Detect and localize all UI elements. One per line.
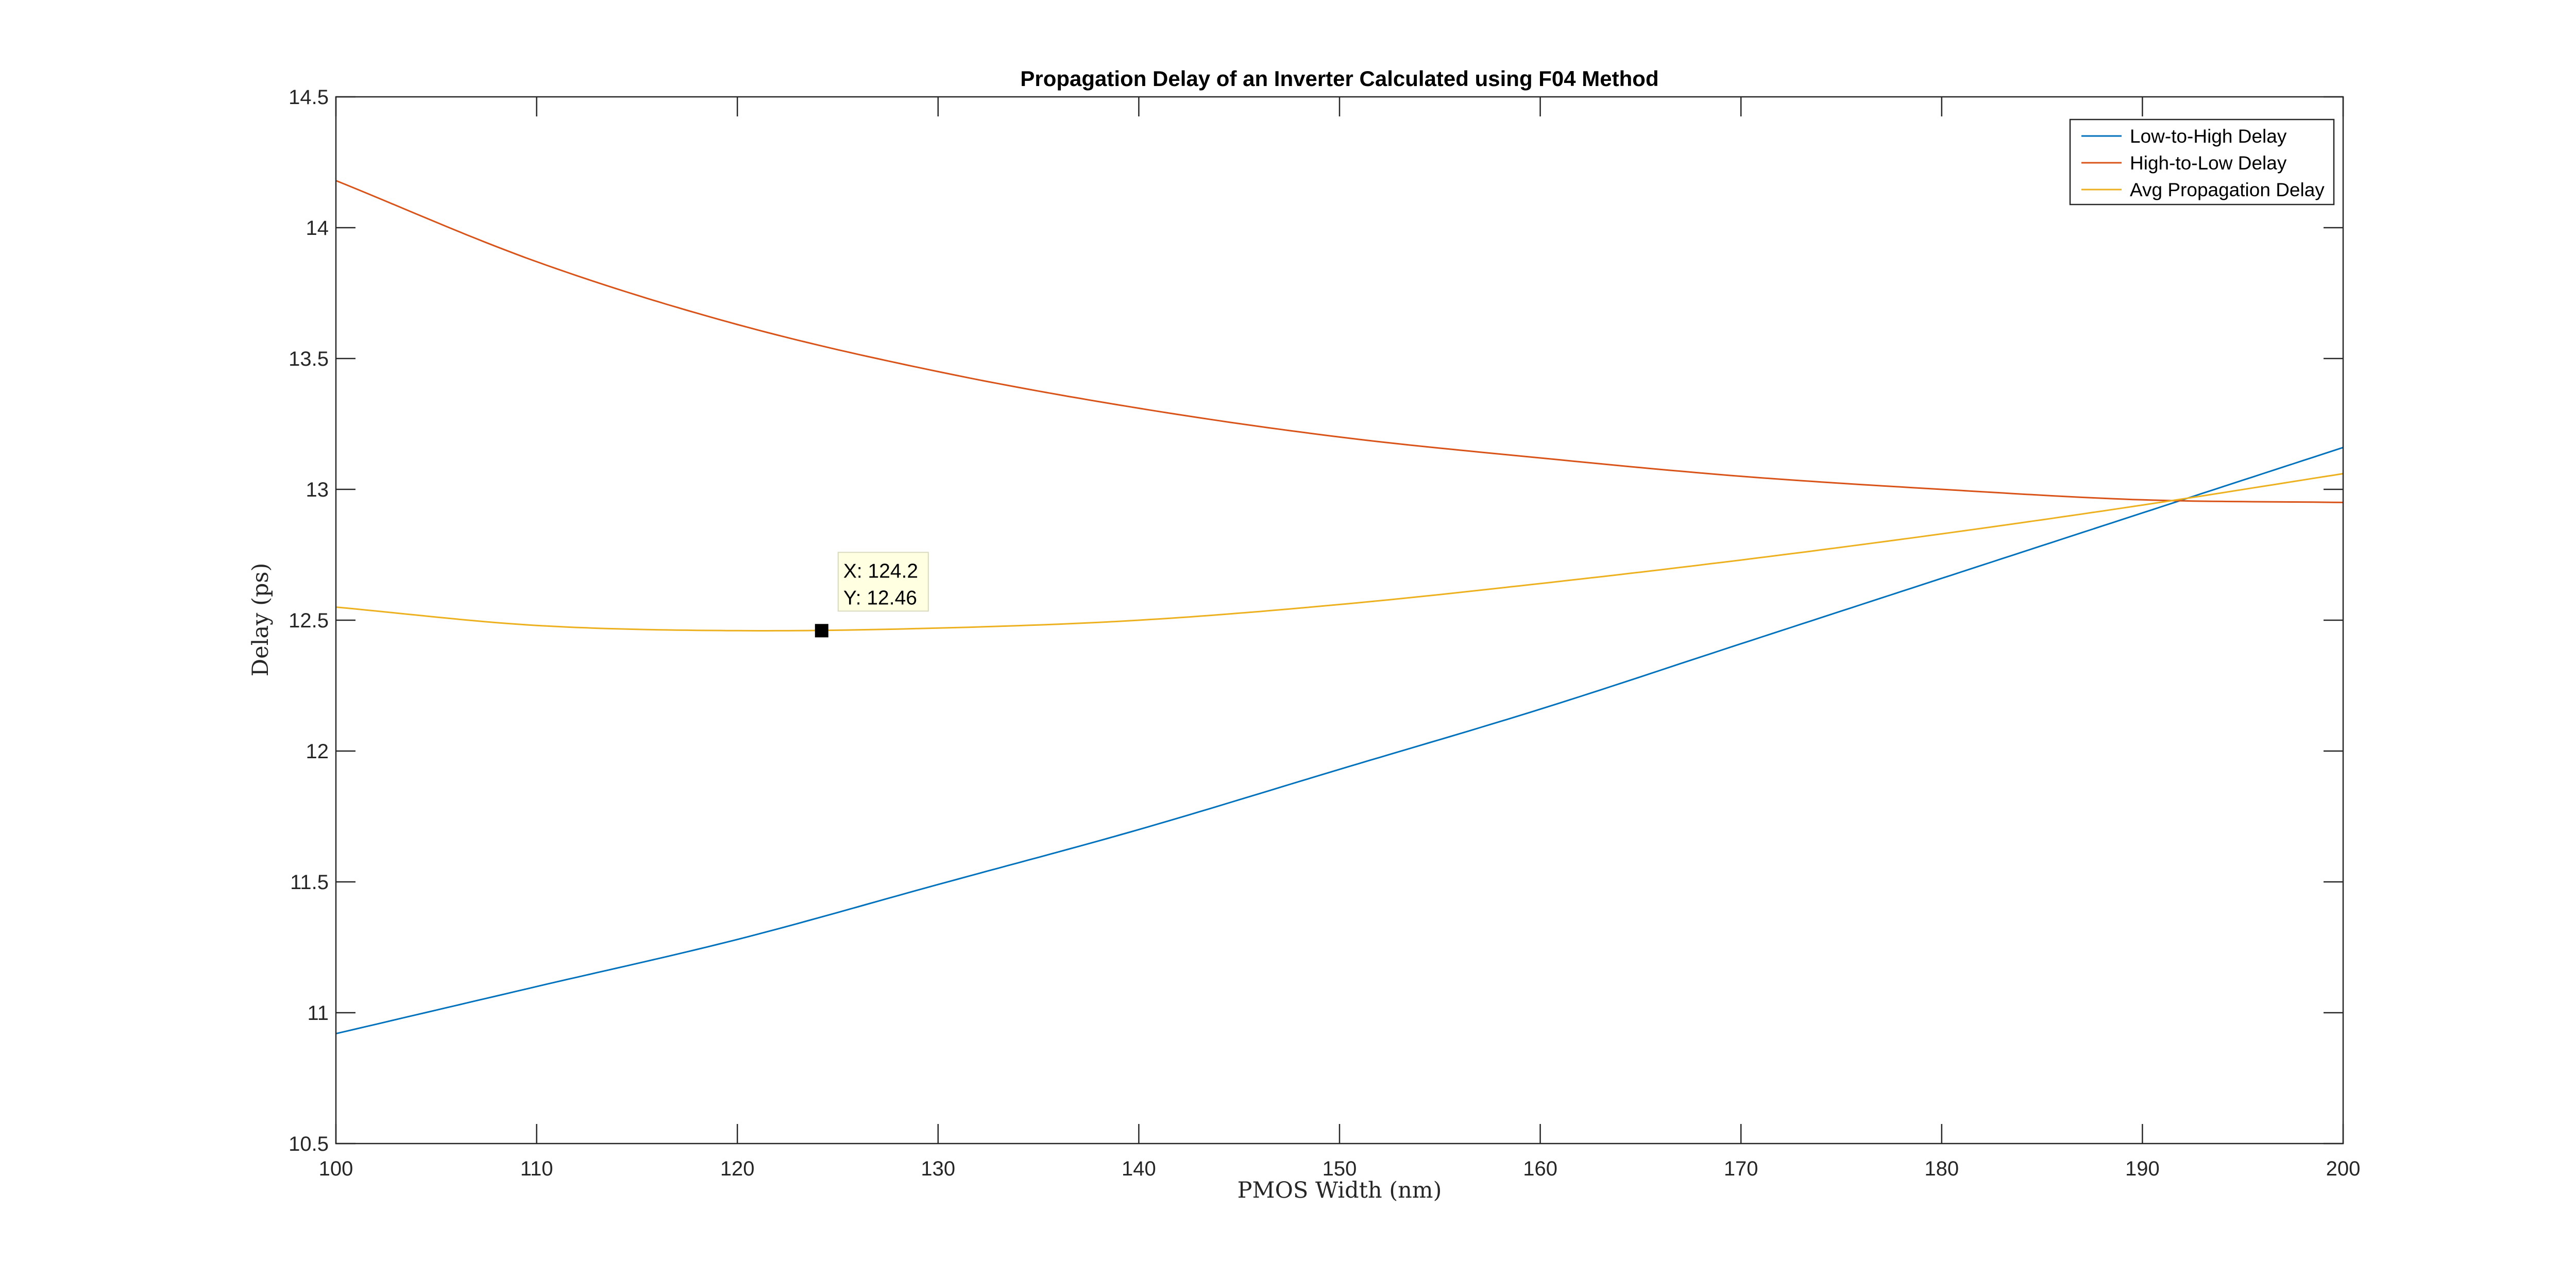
x-axis-label: PMOS Width (nm) bbox=[1238, 1178, 1442, 1203]
legend-entry-label: High-to-Low Delay bbox=[2130, 152, 2287, 174]
x-tick-label: 160 bbox=[1523, 1157, 1557, 1180]
y-tick-label: 10.5 bbox=[289, 1133, 329, 1155]
y-tick-label: 11 bbox=[307, 1002, 329, 1025]
x-tick-label: 110 bbox=[520, 1157, 553, 1180]
y-tick-label: 13 bbox=[306, 479, 329, 501]
y-axis-ticks: 10.5 11 11.5 12 12.5 13 13.5 14 14.5 bbox=[289, 86, 2343, 1155]
plot-background bbox=[336, 97, 2343, 1144]
x-tick-label: 130 bbox=[921, 1157, 955, 1180]
legend-items: Low-to-High Delay High-to-Low Delay Avg Pr… bbox=[2081, 126, 2325, 200]
x-tick-label: 140 bbox=[1122, 1157, 1156, 1180]
y-tick-label: 12.5 bbox=[289, 609, 329, 632]
data-tip[interactable]: X: 124.2 Y: 12.46 bbox=[815, 552, 929, 638]
series-line-1 bbox=[335, 447, 2344, 1035]
data-tip-marker[interactable] bbox=[815, 624, 828, 638]
y-tick-label: 13.5 bbox=[289, 348, 329, 370]
series-line-3 bbox=[335, 473, 2344, 632]
y-tick-label: 14.5 bbox=[289, 86, 329, 109]
data-tip-x-label: X: 124.2 bbox=[843, 560, 918, 582]
x-tick-label: 170 bbox=[1724, 1157, 1758, 1180]
x-tick-label: 100 bbox=[319, 1157, 353, 1180]
x-axis-ticks: 100 110 120 130 140 150 160 170 180 190 200 bbox=[319, 97, 2361, 1180]
y-tick-label: 12 bbox=[306, 740, 329, 763]
data-tip-box bbox=[837, 552, 929, 612]
plot-area: 100 110 120 130 140 150 160 170 180 190 200 10.5 11… bbox=[289, 86, 2360, 1180]
chart-title: Propagation Delay of an Inverter Calcula… bbox=[1020, 66, 1658, 91]
y-tick-label: 14 bbox=[306, 217, 329, 240]
series-layer bbox=[335, 180, 2344, 1035]
x-tick-label: 190 bbox=[2125, 1157, 2160, 1180]
data-tip-y-label: Y: 12.46 bbox=[843, 587, 917, 609]
series-line-2 bbox=[335, 180, 2344, 503]
y-tick-label: 11.5 bbox=[290, 871, 329, 894]
x-tick-label: 120 bbox=[720, 1157, 755, 1180]
legend[interactable]: Low-to-High Delay High-to-Low Delay Avg Pr… bbox=[2069, 118, 2335, 206]
legend-entry-label: Low-to-High Delay bbox=[2130, 126, 2287, 147]
x-tick-label: 180 bbox=[1924, 1157, 1959, 1180]
x-tick-label: 150 bbox=[1323, 1157, 1357, 1180]
legend-entry-label: Avg Propagation Delay bbox=[2130, 179, 2325, 200]
y-axis-label: Delay (ps) bbox=[248, 563, 274, 676]
x-tick-label: 200 bbox=[2326, 1157, 2361, 1180]
